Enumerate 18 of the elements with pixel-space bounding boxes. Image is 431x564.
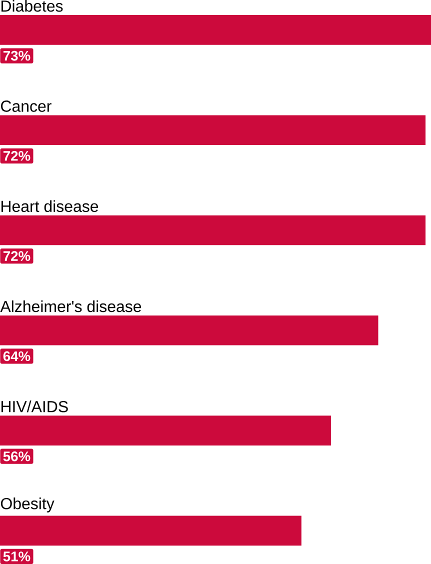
- data-label: 56%: [3, 451, 30, 462]
- bar: [0, 215, 426, 246]
- y-tick-label: Heart disease: [1, 200, 98, 212]
- y-tick-label: Cancer: [0, 100, 52, 112]
- y-tick-label: Obesity: [0, 498, 54, 512]
- data-label: 51%: [3, 552, 30, 562]
- data-label: 73%: [3, 50, 30, 61]
- bar: [0, 15, 431, 45]
- bar: [0, 416, 331, 446]
- data-label: 64%: [3, 351, 30, 362]
- data-label: 72%: [3, 251, 30, 261]
- bar: [0, 315, 378, 346]
- y-tick-label: HIV/AIDS: [1, 400, 68, 412]
- bar: [0, 516, 302, 546]
- data-label: 72%: [3, 151, 30, 161]
- bar: [0, 115, 426, 146]
- y-tick-label: Alzheimer's disease: [0, 300, 141, 312]
- y-tick-label: Diabetes: [1, 0, 62, 12]
